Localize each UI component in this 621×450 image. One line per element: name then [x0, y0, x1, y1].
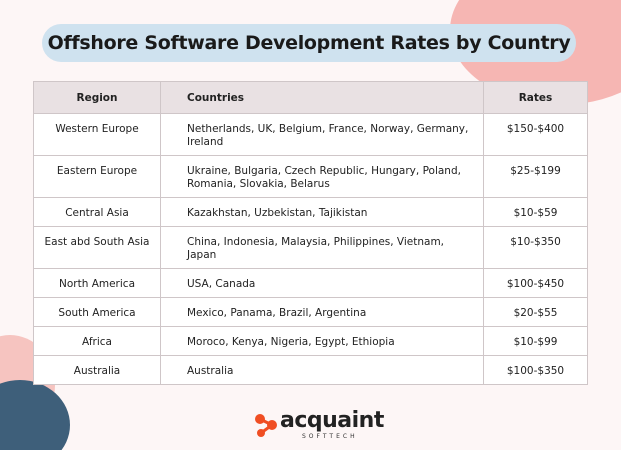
table-cell: Australia [33, 355, 161, 385]
blob [0, 380, 70, 450]
logo-subtext: SOFTTECH [302, 433, 358, 440]
table-cell: North America [33, 268, 161, 298]
table-row: Central Asia Kazakhstan, Uzbekistan, Taji… [33, 197, 588, 227]
table-cell: Central Asia [33, 197, 161, 227]
logo: acquaint SOFTTECH [252, 408, 384, 442]
title: Offshore Software Development Rates by C… [42, 24, 576, 62]
table-cell: Western Europe [33, 113, 161, 156]
table-row: Western Europe Netherlands, UK, Belgium, … [33, 113, 588, 156]
table-cell: Mexico, Panama, Brazil, Argentina [160, 297, 484, 327]
table-cell: Australia [160, 355, 484, 385]
table-cell: East abd South Asia [33, 226, 161, 269]
column-header: Rates [483, 81, 588, 114]
column-header: Countries [160, 81, 484, 114]
table-cell: South America [33, 297, 161, 327]
table-cell: Eastern Europe [33, 155, 161, 198]
table-cell: USA, Canada [160, 268, 484, 298]
table-cell: $100-$350 [483, 355, 588, 385]
table-row: East abd South Asia China, Indonesia, Mal… [33, 226, 588, 269]
table-cell: $10-$99 [483, 326, 588, 356]
header-row: Region Countries Rates [33, 81, 588, 114]
table-cell: Netherlands, UK, Belgium, France, Norway… [160, 113, 484, 156]
table-row: Africa Moroco, Kenya, Nigeria, Egypt, Eth… [33, 326, 588, 356]
table-cell: $25-$199 [483, 155, 588, 198]
table-cell: $10-$59 [483, 197, 588, 227]
table-cell: $100-$450 [483, 268, 588, 298]
table-row: North America USA, Canada $100-$450 [33, 268, 588, 298]
rates-table: Region Countries Rates Western Europe Nethe… [33, 81, 588, 385]
table-row: Eastern Europe Ukraine, Bulgaria, Czech R… [33, 155, 588, 198]
table-row: South America Mexico, Panama, Brazil, Arg… [33, 297, 588, 327]
logo-text: acquaint [280, 408, 384, 433]
table-cell: Moroco, Kenya, Nigeria, Egypt, Ethiopia [160, 326, 484, 356]
column-header: Region [33, 81, 161, 114]
table-cell: $150-$400 [483, 113, 588, 156]
table-cell: Kazakhstan, Uzbekistan, Tajikistan [160, 197, 484, 227]
table-cell: China, Indonesia, Malaysia, Philippines,… [160, 226, 484, 269]
table-row: Australia Australia $100-$350 [33, 355, 588, 385]
table-cell: Africa [33, 326, 161, 356]
table-cell: $10-$350 [483, 226, 588, 269]
table-cell: Ukraine, Bulgaria, Czech Republic, Hunga… [160, 155, 484, 198]
logo-icon [255, 414, 277, 437]
table-cell: $20-$55 [483, 297, 588, 327]
